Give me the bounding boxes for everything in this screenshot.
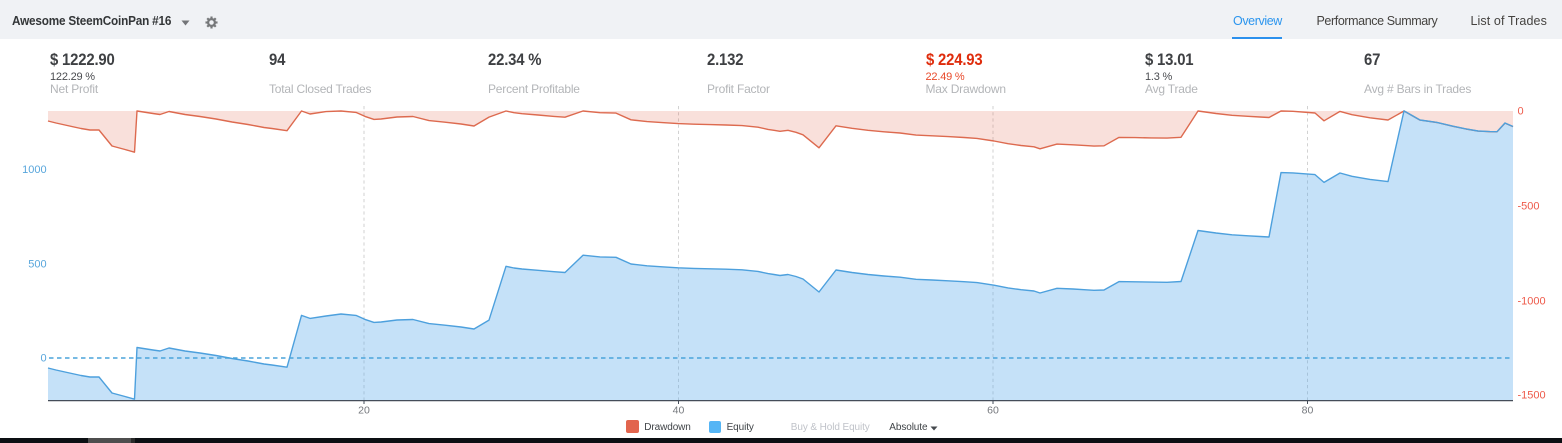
svg-text:20: 20 <box>358 405 370 417</box>
svg-text:-1500: -1500 <box>1518 390 1546 402</box>
svg-text:0: 0 <box>1518 106 1524 118</box>
svg-text:-500: -500 <box>1518 201 1540 213</box>
svg-text:1000: 1000 <box>22 164 46 176</box>
svg-text:500: 500 <box>28 258 46 270</box>
svg-text:-1000: -1000 <box>1518 295 1546 307</box>
svg-text:0: 0 <box>40 353 46 365</box>
svg-text:60: 60 <box>987 405 999 417</box>
svg-text:80: 80 <box>1302 405 1314 417</box>
svg-text:40: 40 <box>673 405 685 417</box>
